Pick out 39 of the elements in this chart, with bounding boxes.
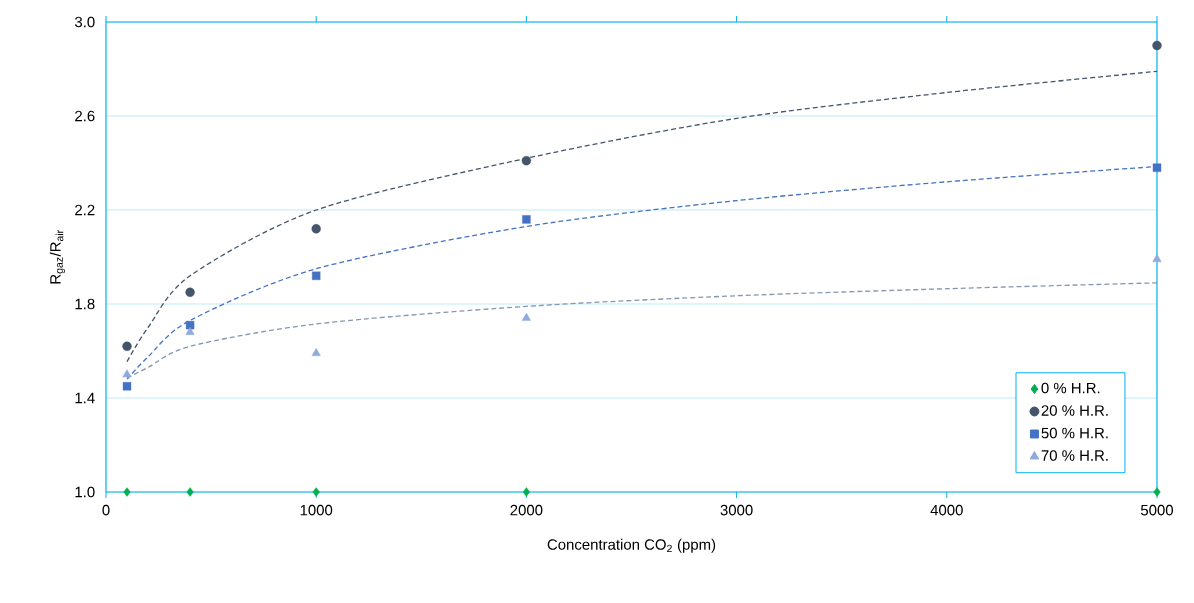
y-tick-label: 2.2 <box>75 204 95 216</box>
x-tick-label: 1000 <box>300 504 333 516</box>
x-tick-label: 3000 <box>720 504 753 516</box>
x-axis-title: Concentration CO$_{2}$ (ppm) <box>547 538 716 553</box>
point <box>1153 487 1161 497</box>
point <box>311 224 321 234</box>
point <box>1152 254 1162 263</box>
point <box>185 287 195 297</box>
point <box>122 369 132 378</box>
legend-label: 50 % H.R. <box>1041 427 1108 439</box>
point <box>185 327 195 335</box>
y-axis-title: R$_{gaz}$/R$_{air}$ <box>49 230 65 284</box>
point <box>122 341 132 351</box>
point <box>522 487 530 497</box>
y-tick-label: 1.8 <box>75 298 95 310</box>
y-tick-label: 2.6 <box>75 110 95 122</box>
x-tick-label: 4000 <box>930 504 963 516</box>
legend-label: 20 % H.R. <box>1041 405 1108 416</box>
y-tick-label: 1.0 <box>75 486 95 498</box>
point <box>1152 40 1162 51</box>
point <box>186 487 194 497</box>
y-tick-label: 3.0 <box>74 16 95 28</box>
point <box>185 320 195 330</box>
point <box>521 155 532 166</box>
point <box>1152 163 1162 172</box>
point <box>521 312 531 321</box>
point <box>312 487 320 497</box>
x-tick-label: 5000 <box>1140 504 1174 516</box>
point <box>123 487 131 497</box>
x-tick-label: 2000 <box>510 504 543 516</box>
legend-label: 0 % H.R. <box>1041 382 1100 394</box>
x-tick-label: 0 <box>102 504 110 516</box>
point <box>312 271 321 280</box>
legend-label: 70 % H.R. <box>1041 450 1108 461</box>
y-tick-label: 1.4 <box>75 392 95 404</box>
point <box>122 382 132 391</box>
point <box>522 215 531 224</box>
line-series <box>126 70 1158 363</box>
point <box>311 348 321 357</box>
